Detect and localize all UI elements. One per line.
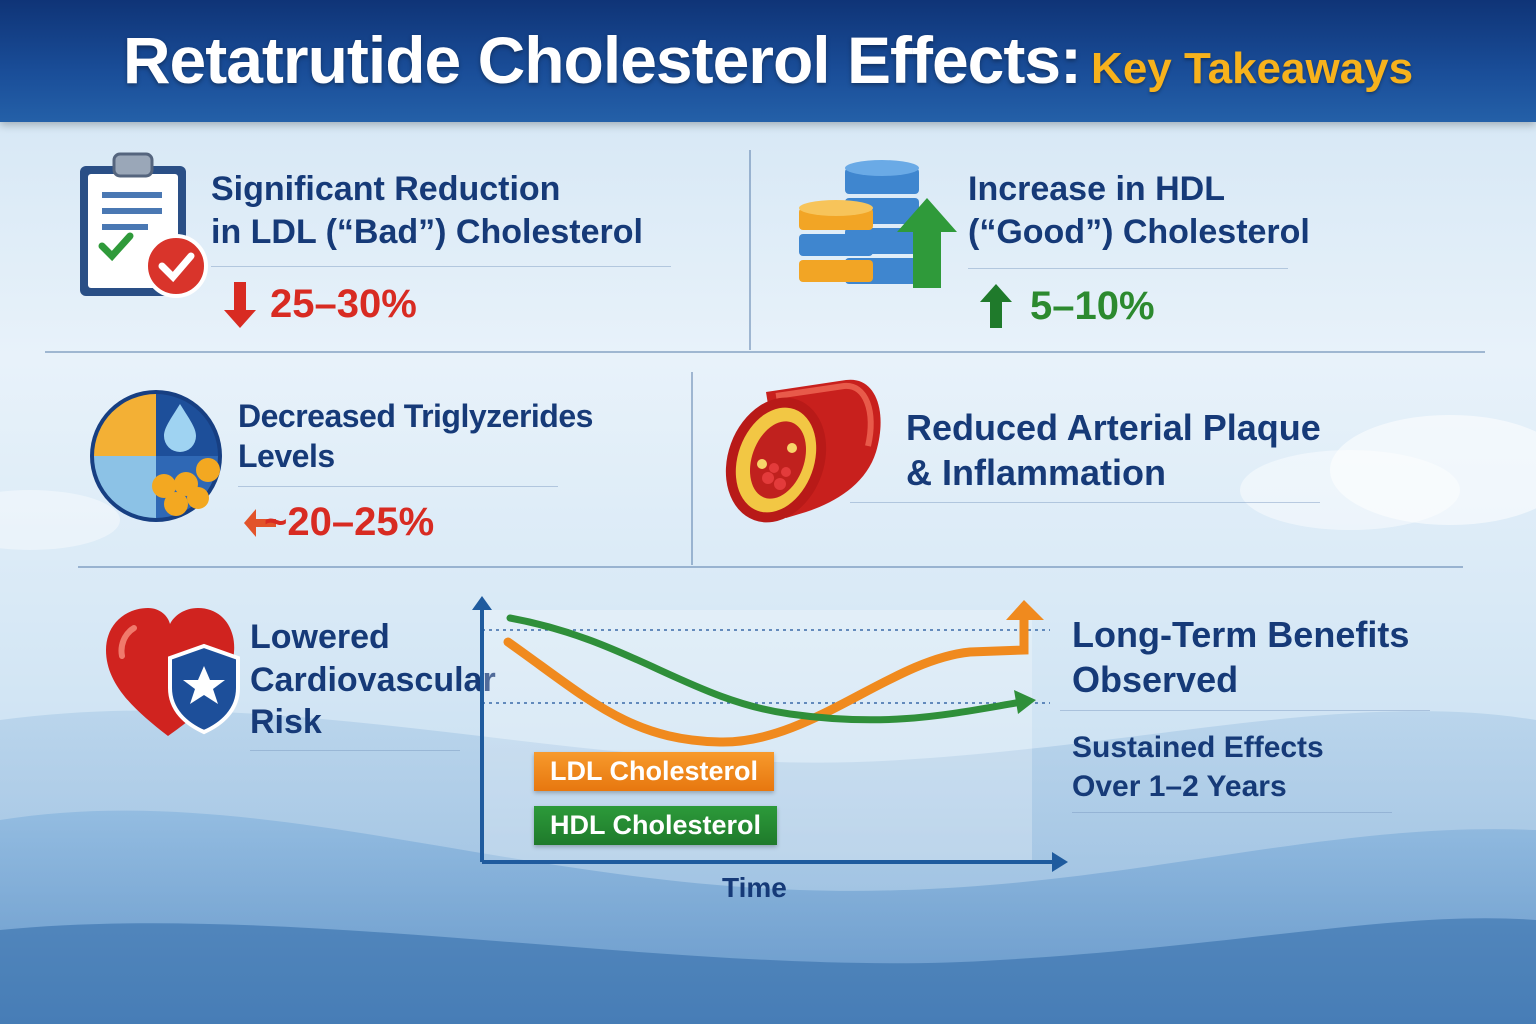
chart-x-label: Time [722, 872, 787, 903]
longterm-label: Long-Term Benefits Observed [1072, 612, 1409, 702]
vertical-divider-top [749, 150, 751, 350]
longterm-label-line2: Observed [1072, 659, 1239, 700]
page-title: Retatrutide Cholesterol Effects: Key Take… [0, 22, 1536, 98]
triglycerides-underline [238, 486, 558, 487]
legend-ldl: LDL Cholesterol [534, 752, 775, 791]
title-main: Retatrutide Cholesterol Effects: [122, 23, 1082, 97]
plaque-label-line2: & Inflammation [906, 452, 1167, 493]
legend-hdl: HDL Cholesterol [534, 806, 778, 845]
ldl-stat: 25–30% [270, 282, 417, 326]
hdl-underline [968, 268, 1288, 269]
hdl-trend-line [506, 614, 1026, 724]
cardio-label-line3: Risk [250, 703, 322, 741]
ldl-trend-arrow [1006, 600, 1044, 620]
cardio-label: Lowered Cardiovascular Risk [250, 616, 496, 744]
horizontal-divider-1 [45, 351, 1485, 353]
longterm-sublabel: Sustained Effects Over 1–2 Years [1072, 728, 1324, 806]
left-arrow-icon [244, 509, 276, 537]
down-arrow-icon [224, 282, 256, 328]
ldl-underline [211, 266, 671, 267]
header-bar: Retatrutide Cholesterol Effects: Key Take… [0, 0, 1536, 122]
longterm-underline [1060, 710, 1430, 711]
ldl-label-line2: in LDL (“Bad”) Cholesterol [211, 212, 643, 251]
chart-y-axis-arrow [472, 596, 492, 610]
longterm-sub-underline [1072, 812, 1392, 813]
longterm-label-line1: Long-Term Benefits [1072, 614, 1410, 655]
clipboard-check-icon [80, 152, 208, 298]
chart-x-axis-arrow [1052, 852, 1068, 872]
up-arrow-icon [980, 284, 1012, 328]
ldl-label: Significant Reduction in LDL (“Bad”) Cho… [211, 168, 643, 253]
artery-icon [725, 379, 881, 523]
plaque-label: Reduced Arterial Plaque & Inflammation [906, 405, 1321, 495]
hdl-label: Increase in HDL (“Good”) Cholesterol [968, 168, 1310, 253]
cardio-underline [250, 750, 460, 751]
ldl-label-line1: Significant Reduction [211, 170, 561, 208]
hdl-trend-arrow [1014, 690, 1036, 714]
plaque-label-line1: Reduced Arterial Plaque [906, 407, 1321, 448]
title-accent: Key Takeaways [1091, 44, 1414, 93]
horizontal-divider-2 [78, 566, 1463, 568]
cardio-label-line2: Cardiovascular [250, 660, 496, 699]
hdl-label-line1: Increase in HDL [968, 170, 1225, 208]
plaque-underline [850, 502, 1320, 503]
longterm-sub-line2: Over 1–2 Years [1072, 770, 1287, 803]
triglycerides-label-line2: Levels [238, 438, 335, 474]
hdl-stat: 5–10% [1030, 284, 1155, 328]
pie-chart-drop-icon [90, 390, 222, 522]
longterm-sub-line1: Sustained Effects [1072, 731, 1324, 764]
cardio-label-line1: Lowered [250, 618, 390, 656]
heart-shield-icon [106, 608, 240, 736]
triglycerides-stat: ~20–25% [264, 500, 435, 544]
hdl-label-line2: (“Good”) Cholesterol [968, 212, 1310, 251]
ldl-trend-line [503, 611, 1029, 747]
triglycerides-label-line1: Decreased Triglyzerides [238, 398, 593, 434]
vertical-divider-middle [691, 372, 693, 565]
triglycerides-label: Decreased Triglyzerides Levels [238, 396, 593, 476]
database-up-icon [799, 160, 957, 288]
